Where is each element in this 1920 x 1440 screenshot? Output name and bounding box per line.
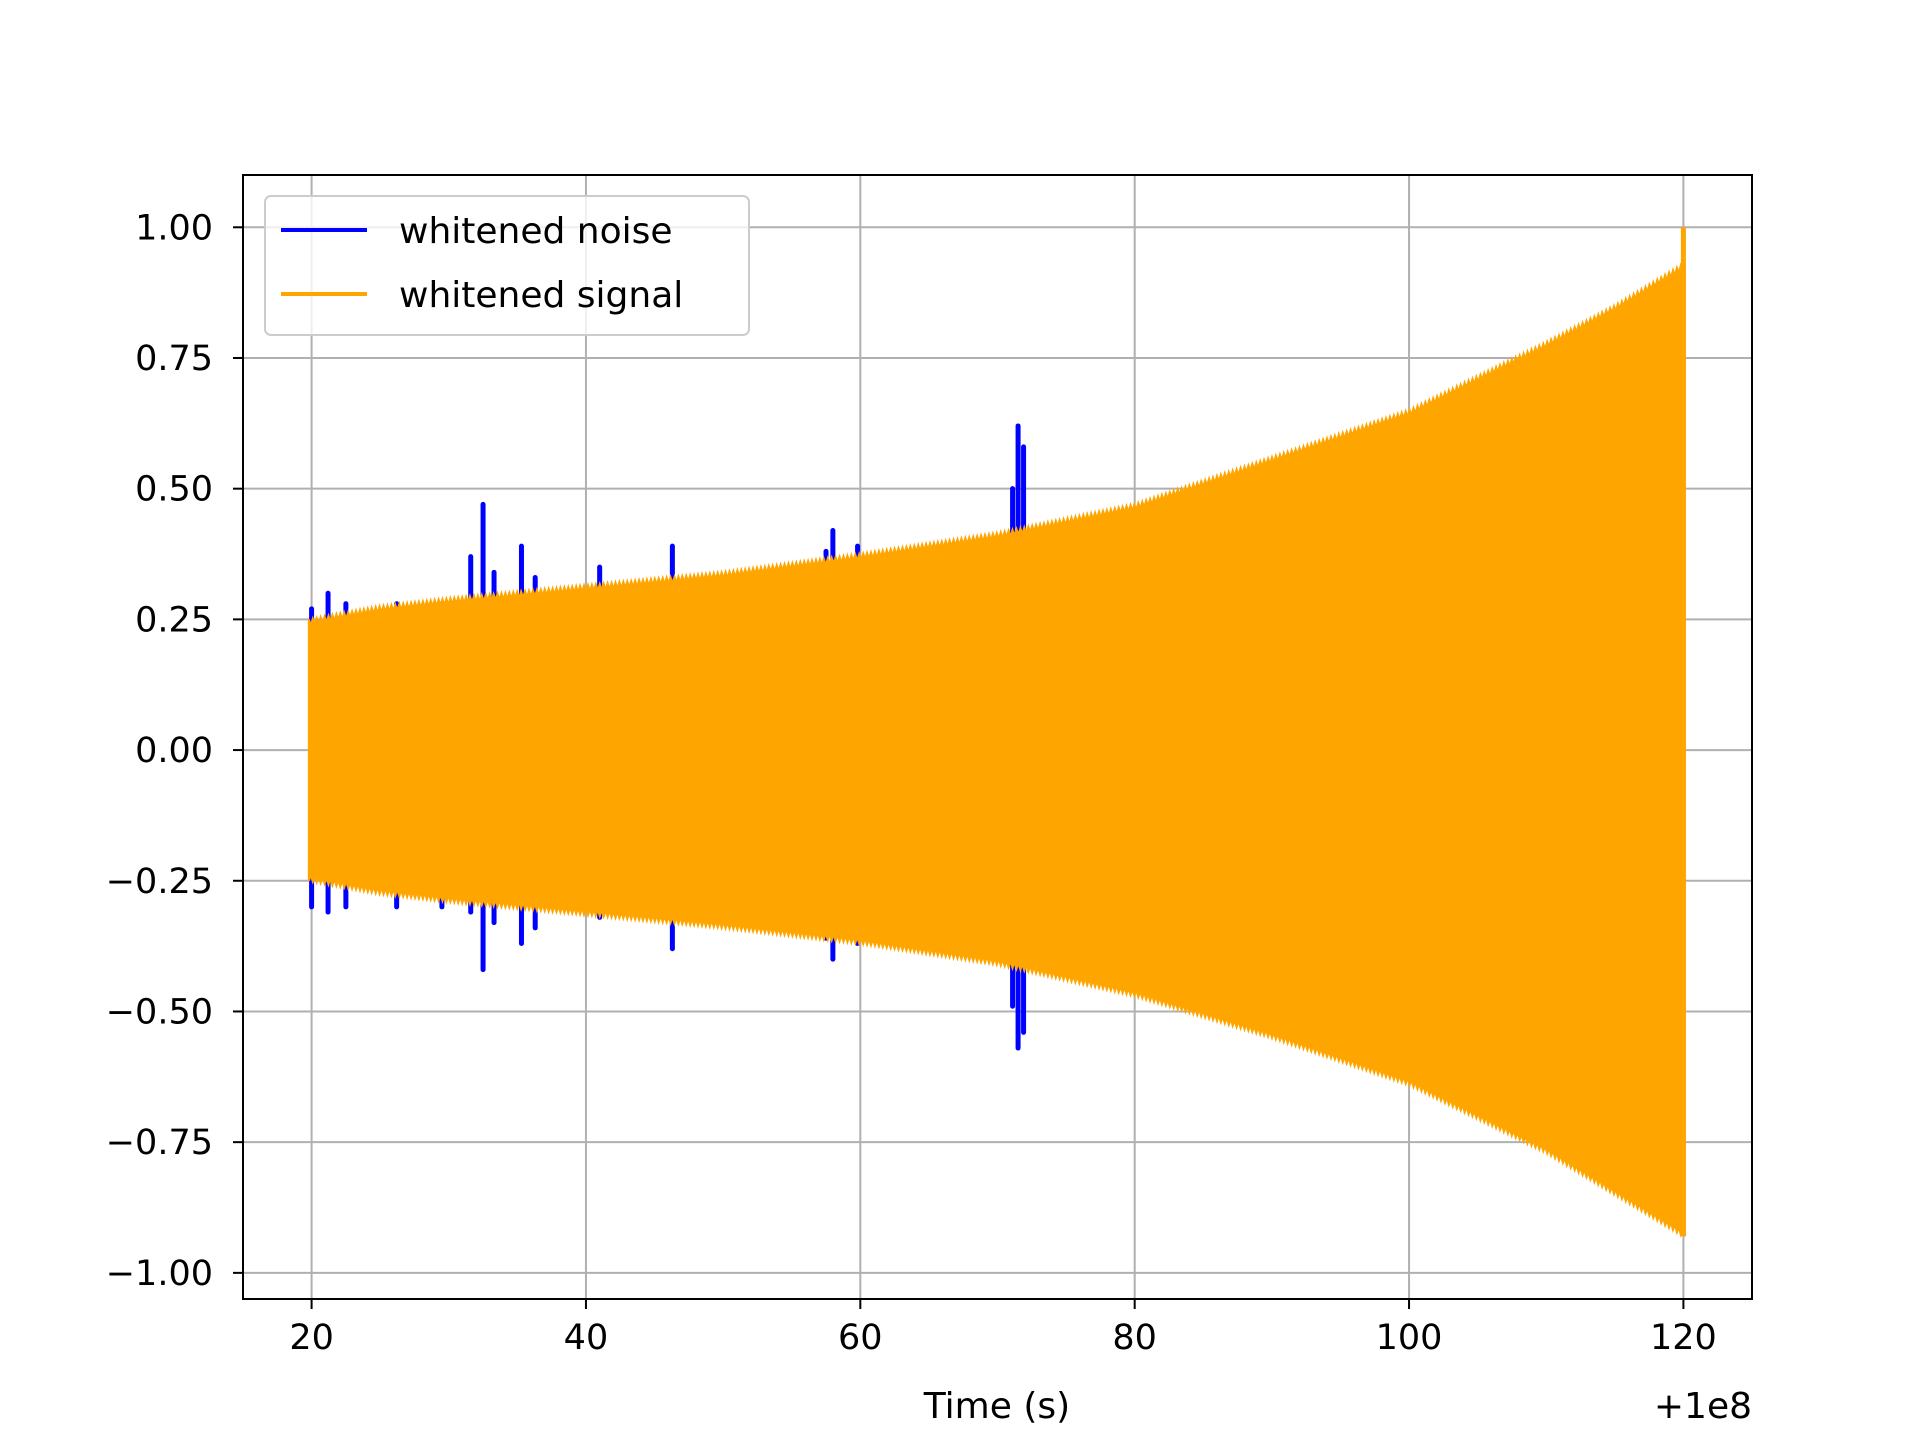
y-tick-label: 0.00 [135,731,213,771]
x-axis-label: Time (s) [923,1386,1070,1427]
x-tick-label: 60 [838,1318,883,1358]
x-tick-label: 20 [289,1318,334,1358]
data-layer [307,227,1686,1238]
y-tick-label: −0.50 [106,992,213,1032]
y-tick-label: 0.50 [135,470,213,510]
x-axis-offset-label: +1e8 [1654,1386,1752,1427]
y-tick-label: −1.00 [106,1254,213,1294]
ticks: 20 40 60 80 100 120 1.00 0.75 0.50 0.25 0.00 −0.25 −… [106,208,1717,1358]
signal-band [307,262,1686,1238]
legend-label-whitened-noise: whitened noise [399,211,673,252]
x-tick-label: 80 [1112,1318,1157,1358]
y-tick-label: 0.75 [135,339,213,379]
y-tick-label: 1.00 [135,208,213,248]
legend-box [264,195,750,336]
plot-frame [242,174,1753,1300]
legend: whitened noise whitened signal [264,195,750,336]
legend-label-whitened-signal: whitened signal [399,275,683,316]
x-tick-label: 120 [1650,1318,1717,1358]
x-tick-label: 100 [1376,1318,1443,1358]
y-tick-label: −0.75 [106,1123,213,1163]
y-tick-label: −0.25 [106,862,213,902]
y-tick-label: 0.25 [135,600,213,640]
x-tick-label: 40 [564,1318,609,1358]
